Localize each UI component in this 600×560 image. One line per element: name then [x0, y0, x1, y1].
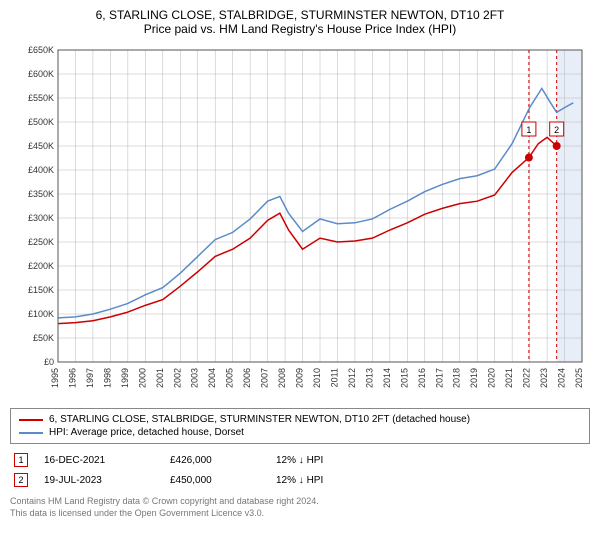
svg-text:2: 2 — [554, 125, 559, 135]
chart-title-line1: 6, STARLING CLOSE, STALBRIDGE, STURMINST… — [10, 8, 590, 22]
legend-swatch — [19, 432, 43, 434]
svg-text:2010: 2010 — [312, 368, 322, 388]
svg-text:2015: 2015 — [399, 368, 409, 388]
svg-text:1999: 1999 — [120, 368, 130, 388]
sale-row: 2 19-JUL-2023 £450,000 12% ↓ HPI — [10, 470, 590, 490]
svg-text:£350K: £350K — [28, 189, 54, 199]
svg-text:1995: 1995 — [50, 368, 60, 388]
svg-text:2021: 2021 — [504, 368, 514, 388]
svg-text:2001: 2001 — [155, 368, 165, 388]
svg-text:2024: 2024 — [557, 368, 567, 388]
chart-title-line2: Price paid vs. HM Land Registry's House … — [10, 22, 590, 36]
svg-text:2005: 2005 — [225, 368, 235, 388]
svg-text:£500K: £500K — [28, 117, 54, 127]
svg-text:2018: 2018 — [452, 368, 462, 388]
legend-item: 6, STARLING CLOSE, STALBRIDGE, STURMINST… — [19, 413, 581, 426]
svg-text:2023: 2023 — [539, 368, 549, 388]
svg-text:2003: 2003 — [190, 368, 200, 388]
legend-box: 6, STARLING CLOSE, STALBRIDGE, STURMINST… — [10, 408, 590, 444]
svg-text:2019: 2019 — [469, 368, 479, 388]
svg-text:2009: 2009 — [295, 368, 305, 388]
legend-swatch — [19, 419, 43, 421]
svg-text:2020: 2020 — [487, 368, 497, 388]
svg-text:1996: 1996 — [67, 368, 77, 388]
legend-label: 6, STARLING CLOSE, STALBRIDGE, STURMINST… — [49, 414, 470, 425]
svg-text:£50K: £50K — [33, 333, 54, 343]
svg-text:£450K: £450K — [28, 141, 54, 151]
svg-text:2011: 2011 — [329, 368, 339, 387]
svg-text:2004: 2004 — [207, 368, 217, 388]
svg-text:£0: £0 — [44, 357, 54, 367]
sale-price: £450,000 — [170, 475, 260, 486]
sale-row: 1 16-DEC-2021 £426,000 12% ↓ HPI — [10, 450, 590, 470]
legend-label: HPI: Average price, detached house, Dors… — [49, 427, 244, 438]
legend-item: HPI: Average price, detached house, Dors… — [19, 426, 581, 439]
svg-text:£100K: £100K — [28, 309, 54, 319]
sale-delta: 12% ↓ HPI — [276, 475, 323, 486]
svg-text:2008: 2008 — [277, 368, 287, 388]
sale-date: 19-JUL-2023 — [44, 475, 154, 486]
sale-price: £426,000 — [170, 455, 260, 466]
svg-text:2025: 2025 — [574, 368, 584, 388]
sale-delta: 12% ↓ HPI — [276, 455, 323, 466]
svg-text:2017: 2017 — [434, 368, 444, 388]
footer-line1: Contains HM Land Registry data © Crown c… — [10, 496, 590, 508]
footer-line2: This data is licensed under the Open Gov… — [10, 508, 590, 520]
chart-area: £0 £50K £100K £150K £200K £250K £300K £350K £400… — [10, 42, 590, 402]
svg-text:2000: 2000 — [137, 368, 147, 388]
sale-marker-box: 1 — [14, 453, 28, 467]
sale-date: 16-DEC-2021 — [44, 455, 154, 466]
svg-text:2014: 2014 — [382, 368, 392, 388]
svg-text:1998: 1998 — [102, 368, 112, 388]
svg-text:2006: 2006 — [242, 368, 252, 388]
svg-text:2007: 2007 — [260, 368, 270, 388]
svg-text:£600K: £600K — [28, 69, 54, 79]
svg-text:2022: 2022 — [522, 368, 532, 388]
svg-text:1: 1 — [526, 125, 531, 135]
svg-text:£550K: £550K — [28, 93, 54, 103]
svg-text:£150K: £150K — [28, 285, 54, 295]
footer-attribution: Contains HM Land Registry data © Crown c… — [10, 496, 590, 519]
svg-text:£250K: £250K — [28, 237, 54, 247]
svg-text:£650K: £650K — [28, 45, 54, 55]
svg-text:1997: 1997 — [85, 368, 95, 388]
svg-text:£400K: £400K — [28, 165, 54, 175]
svg-text:2016: 2016 — [417, 368, 427, 388]
svg-text:2002: 2002 — [172, 368, 182, 388]
sale-marker-box: 2 — [14, 473, 28, 487]
svg-text:2013: 2013 — [364, 368, 374, 388]
svg-text:£200K: £200K — [28, 261, 54, 271]
svg-text:£300K: £300K — [28, 213, 54, 223]
svg-text:2012: 2012 — [347, 368, 357, 388]
line-chart-svg: £0 £50K £100K £150K £200K £250K £300K £350K £400… — [10, 42, 590, 402]
